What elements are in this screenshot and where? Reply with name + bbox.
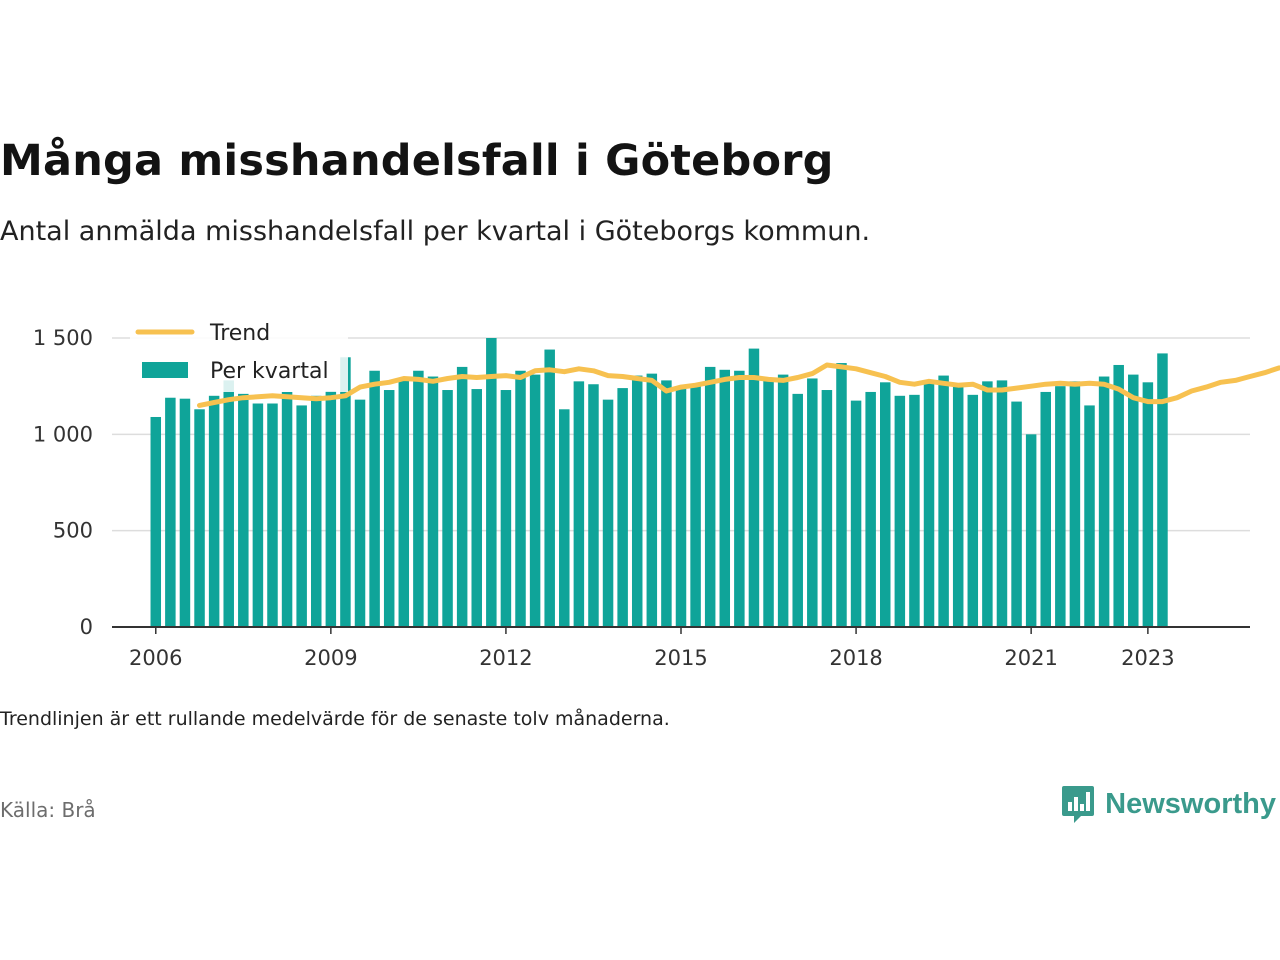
- x-tick-label: 2023: [1121, 646, 1174, 670]
- bar: [734, 370, 745, 627]
- legend-trend-label: Trend: [209, 321, 270, 346]
- bar: [821, 390, 833, 627]
- bar: [617, 388, 628, 627]
- bar: [588, 384, 599, 627]
- bar: [602, 399, 614, 627]
- bar: [383, 390, 395, 627]
- brand-name: Newsworthy: [1105, 787, 1276, 820]
- bar: [1128, 374, 1139, 627]
- y-axis: 0 500 1 000 1 500: [33, 326, 93, 639]
- bar: [880, 382, 891, 627]
- bar: [792, 393, 803, 627]
- x-tick-label: 2012: [479, 646, 532, 670]
- bar: [661, 380, 672, 627]
- bar: [923, 380, 935, 627]
- bar: [369, 370, 380, 627]
- bar-chart: 2006 2009 2012 2015 2018 2021 2023 0 500 1 000 1 …: [33, 314, 1280, 670]
- bar: [354, 399, 366, 627]
- legend-bar-label: Per kvartal: [210, 359, 329, 384]
- legend: Trend Per kvartal: [130, 314, 348, 392]
- bar: [836, 363, 847, 627]
- bar: [675, 386, 687, 627]
- bar: [413, 370, 424, 627]
- bar: [427, 376, 439, 627]
- x-tick-label: 2006: [129, 646, 182, 670]
- bar: [486, 338, 497, 627]
- bar: [573, 381, 585, 627]
- bar: [238, 393, 249, 627]
- bar: [850, 400, 862, 627]
- bar: [1098, 376, 1110, 627]
- bar: [807, 378, 818, 627]
- bar: [1157, 353, 1168, 627]
- bar: [340, 357, 351, 627]
- newsworthy-logo: Newsworthy: [1061, 784, 1276, 824]
- y-tick-label: 1 000: [33, 422, 93, 446]
- bar: [982, 381, 993, 627]
- bar: [398, 378, 410, 627]
- bar: [544, 349, 555, 627]
- x-tick-label: 2009: [304, 646, 357, 670]
- trend-line: [197, 362, 1280, 408]
- bar: [559, 409, 570, 627]
- trend-note: Trendlinjen är ett rullande medelvärde f…: [0, 708, 670, 730]
- source-credit: Källa: Brå: [0, 798, 96, 822]
- bar: [456, 366, 468, 627]
- newsworthy-logo-icon: [1062, 786, 1095, 823]
- bar: [967, 394, 979, 627]
- bar: [165, 397, 176, 627]
- bar: [690, 386, 701, 627]
- bar: [471, 389, 482, 627]
- bar: [311, 395, 322, 627]
- bar: [296, 405, 307, 627]
- bar: [1084, 405, 1095, 627]
- bar: [208, 395, 220, 627]
- bar: [442, 390, 453, 627]
- x-tick-label: 2021: [1004, 646, 1057, 670]
- chart-title: Många misshandelsfall i Göteborg: [0, 136, 834, 186]
- bar: [777, 374, 789, 627]
- bar: [704, 366, 716, 627]
- bar: [150, 416, 162, 627]
- bar: [179, 398, 191, 627]
- bar: [865, 391, 876, 627]
- legend-bar-swatch: [142, 362, 188, 378]
- bar: [996, 380, 1008, 627]
- bar: [646, 373, 658, 627]
- x-axis: 2006 2009 2012 2015 2018 2021 2023: [129, 627, 1175, 670]
- bar: [1040, 391, 1051, 627]
- bars: [150, 338, 1168, 627]
- x-tick-label: 2018: [829, 646, 882, 670]
- legend-background: [130, 314, 348, 392]
- bar: [194, 409, 205, 627]
- bar: [952, 384, 964, 627]
- bar: [631, 375, 643, 627]
- bar: [281, 391, 293, 627]
- bar: [1055, 386, 1066, 627]
- bar: [267, 403, 278, 627]
- bar: [1069, 381, 1081, 627]
- bar: [1025, 434, 1037, 627]
- bar: [252, 403, 264, 627]
- bar: [719, 369, 731, 627]
- bar: [500, 390, 512, 627]
- y-tick-label: 0: [80, 615, 93, 639]
- bar: [763, 377, 774, 627]
- bar: [1011, 401, 1022, 627]
- bar: [938, 375, 949, 627]
- bar: [1113, 364, 1124, 627]
- y-tick-label: 1 500: [33, 326, 93, 350]
- y-tick-label: 500: [53, 519, 93, 543]
- x-tick-label: 2015: [654, 646, 707, 670]
- bar: [529, 374, 541, 627]
- bar: [325, 390, 337, 627]
- bar: [515, 370, 526, 627]
- chart-subtitle: Antal anmälda misshandelsfall per kvarta…: [0, 216, 871, 247]
- bar: [894, 395, 906, 627]
- bar: [223, 380, 234, 627]
- bar: [748, 348, 760, 627]
- bar: [1142, 382, 1154, 627]
- bar: [909, 394, 920, 627]
